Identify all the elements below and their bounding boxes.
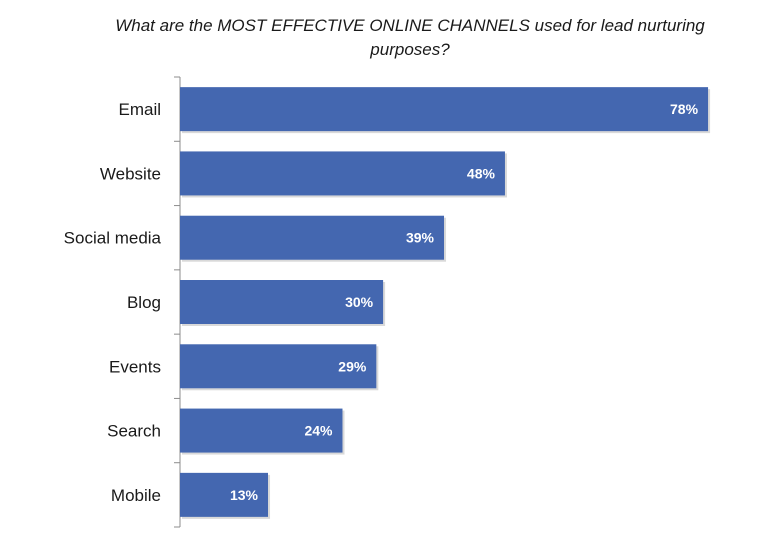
data-label: 13%	[230, 487, 259, 503]
data-label: 78%	[670, 101, 699, 117]
data-label: 29%	[338, 358, 367, 374]
bar-search	[180, 408, 343, 453]
category-label: Blog	[127, 293, 161, 312]
data-label: 48%	[467, 165, 496, 181]
data-label: 39%	[406, 230, 435, 246]
bar-events	[180, 344, 377, 389]
bar-email	[180, 87, 709, 132]
category-label: Events	[109, 357, 161, 376]
data-label: 24%	[304, 423, 333, 439]
category-label: Search	[107, 422, 161, 441]
bar-social-media	[180, 215, 445, 260]
data-label: 30%	[345, 294, 374, 310]
category-label: Website	[100, 164, 161, 183]
bar-website	[180, 151, 505, 196]
category-label: Social media	[64, 229, 162, 248]
bar-blog	[180, 280, 384, 324]
chart-title: What are the MOST EFFECTIVE ONLINE CHANN…	[115, 16, 705, 59]
category-label: Mobile	[111, 486, 161, 505]
category-label: Email	[118, 100, 161, 119]
bar-mobile	[180, 472, 269, 517]
